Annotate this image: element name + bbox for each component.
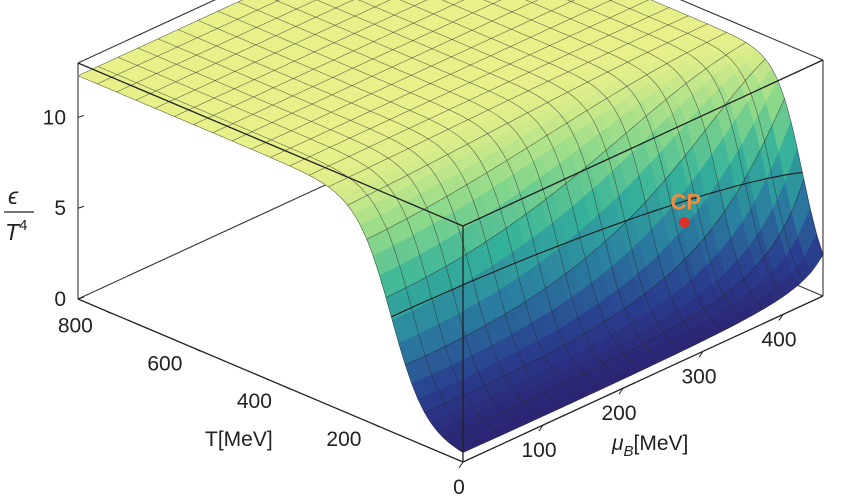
z-tick-mark — [78, 206, 84, 208]
x-tick-label: 600 — [147, 352, 182, 375]
y-tick-mark — [459, 462, 463, 468]
z-tick-label: 0 — [54, 288, 66, 311]
y-tick-label: 300 — [681, 365, 716, 388]
y-axis-symbol: μ — [611, 432, 624, 455]
y-tick-label: 200 — [601, 402, 636, 425]
y-tick-label: 100 — [521, 439, 556, 462]
critical-point-label: CP — [670, 189, 701, 214]
y-axis-title: μB[MeV] — [611, 432, 688, 460]
z-axis-numerator: ϵ — [8, 183, 19, 209]
y-axis-subscript: B — [624, 443, 634, 460]
y-tick-label: 0 — [453, 476, 465, 496]
z-tick-label: 10 — [43, 106, 66, 129]
y-axis-unit: [MeV] — [634, 432, 689, 455]
z-axis-denominator-power: 4 — [19, 217, 27, 234]
critical-point-dot — [679, 217, 690, 228]
z-tick-label: 5 — [54, 197, 66, 220]
x-tick-label: 800 — [58, 314, 93, 337]
y-tick-label: 400 — [761, 328, 796, 351]
z-axis-title: ϵ T4 — [4, 183, 34, 245]
x-tick-label: 200 — [326, 428, 361, 451]
x-axis-title: T[MeV] — [205, 428, 273, 451]
x-tick-label: 400 — [237, 390, 272, 413]
z-tick-mark — [78, 115, 84, 117]
z-axis-denominator: T4 — [5, 217, 27, 245]
